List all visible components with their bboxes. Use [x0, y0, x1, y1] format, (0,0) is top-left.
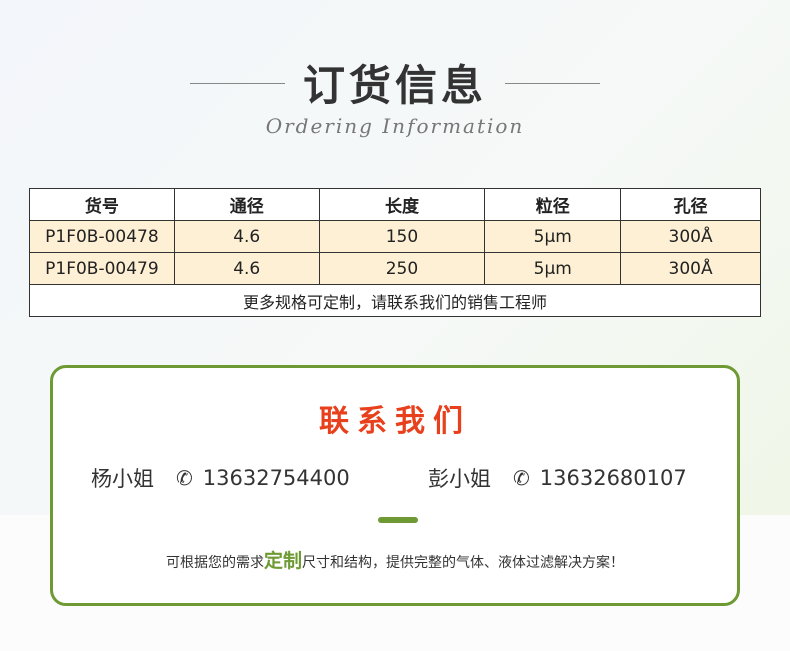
contact-name: 彭小姐 — [428, 467, 491, 491]
contact-person: 彭小姐 ✆ 13632680107 — [428, 463, 687, 493]
table-cell: 4.6 — [173, 220, 320, 253]
contact-phone[interactable]: 13632680107 — [539, 466, 687, 490]
table-row: P1F0B-00478 4.6 150 5μm 300Å — [29, 220, 761, 253]
note-highlight: 定制 — [263, 550, 302, 572]
table-row: P1F0B-00479 4.6 250 5μm 300Å — [29, 252, 761, 285]
contact-name: 杨小姐 — [91, 467, 154, 491]
table-cell: 4.6 — [173, 252, 320, 285]
column-header: 孔径 — [620, 188, 761, 221]
table-cell: 150 — [318, 220, 486, 253]
table-cell: 5μm — [484, 252, 622, 285]
column-header: 货号 — [29, 188, 175, 221]
page-subtitle: Ordering Information — [265, 114, 525, 138]
contact-card: 联系我们 杨小姐 ✆ 13632754400 彭小姐 ✆ 13632680107… — [50, 365, 740, 606]
decorative-bar — [378, 517, 418, 523]
table-footer-row: 更多规格可定制，请联系我们的销售工程师 — [29, 284, 761, 317]
table-cell: 300Å — [620, 252, 761, 285]
table-header-row: 货号 通径 长度 粒径 孔径 — [29, 188, 761, 221]
title-divider-right — [505, 83, 600, 84]
contact-title: 联系我们 — [319, 404, 471, 439]
page-title: 订货信息 — [302, 61, 487, 110]
table-footer-note: 更多规格可定制，请联系我们的销售工程师 — [29, 284, 761, 317]
column-header: 长度 — [318, 188, 486, 221]
note-text: 可根据您的需求 — [165, 555, 264, 571]
contact-phone[interactable]: 13632754400 — [202, 466, 350, 490]
column-header: 通径 — [173, 188, 320, 221]
column-header: 粒径 — [484, 188, 622, 221]
title-divider-left — [190, 83, 285, 84]
contact-person: 杨小姐 ✆ 13632754400 — [91, 463, 350, 493]
phone-icon: ✆ — [176, 466, 193, 490]
note-text: 尺寸和结构，提供完整的气体、液体过滤解决方案！ — [302, 555, 624, 571]
table-cell: P1F0B-00479 — [29, 252, 175, 285]
table-cell: 250 — [318, 252, 486, 285]
ordering-table: 货号 通径 长度 粒径 孔径 P1F0B-00478 4.6 150 5μm 3… — [29, 188, 761, 317]
table-cell: 5μm — [484, 220, 622, 253]
table-cell: P1F0B-00478 — [29, 220, 175, 253]
phone-icon: ✆ — [513, 466, 530, 490]
table-cell: 300Å — [620, 220, 761, 253]
contact-note: 可根据您的需求定制尺寸和结构，提供完整的气体、液体过滤解决方案！ — [53, 546, 737, 573]
